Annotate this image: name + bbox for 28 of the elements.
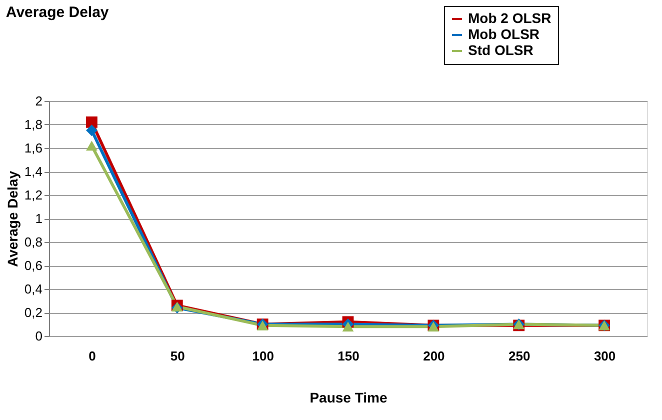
x-tick-label: 200	[423, 348, 445, 364]
chart-title: Average Delay	[6, 4, 110, 21]
x-tick-label: 50	[170, 348, 185, 364]
legend-label: Mob OLSR	[468, 26, 540, 42]
y-tick-label: 1,8	[24, 117, 42, 132]
y-tick-label: 2	[35, 94, 42, 108]
x-tick-label: 150	[338, 348, 360, 364]
x-axis-title: Pause Time	[310, 390, 388, 406]
point	[342, 322, 354, 332]
point	[86, 116, 98, 128]
y-tick-label: 0,6	[24, 258, 42, 273]
y-tick-label: 1,6	[24, 140, 42, 156]
y-tick-label: 0	[35, 328, 42, 344]
y-axis-title: Average Delay	[4, 170, 20, 267]
legend-label: Mob 2 OLSR	[468, 10, 552, 26]
x-tick-label: 0	[88, 348, 96, 364]
x-tick-label: 250	[508, 348, 530, 364]
y-tick-label: 0,4	[24, 282, 42, 296]
x-tick-label: 300	[594, 348, 616, 364]
y-tick-label: 0,2	[24, 305, 42, 320]
y-tick-label: 1,2	[24, 188, 42, 202]
legend-label: Std OLSR	[468, 42, 534, 58]
y-tick-label: 1	[35, 211, 42, 226]
x-tick-label: 100	[252, 348, 274, 364]
y-tick-label: 0,8	[24, 234, 42, 250]
y-tick-label: 1,4	[24, 164, 42, 179]
point	[86, 124, 98, 136]
point	[86, 140, 98, 151]
